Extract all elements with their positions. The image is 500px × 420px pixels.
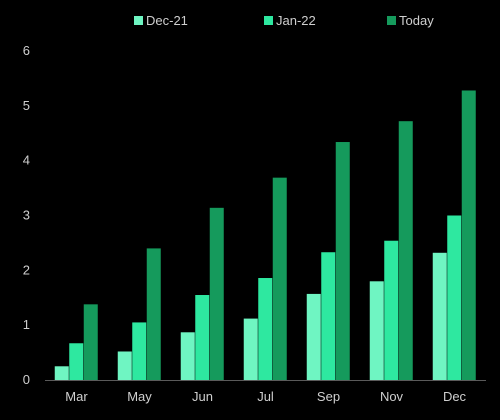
legend-swatch <box>134 16 143 25</box>
legend-label: Jan-22 <box>276 13 316 28</box>
legend-swatch <box>387 16 396 25</box>
y-tick-label: 6 <box>23 43 30 58</box>
bar-dec-21-mar <box>54 366 69 380</box>
bar-jan-22-jun <box>195 295 210 380</box>
y-axis: 0 1 2 3 4 5 6 <box>23 43 30 387</box>
bar-jan-22-nov <box>384 240 399 380</box>
y-tick-label: 4 <box>23 153 30 168</box>
x-axis: Mar May Jun Jul Sep Nov Dec <box>45 380 486 404</box>
y-tick-label: 3 <box>23 208 30 223</box>
bar-dec-21-dec <box>432 252 447 380</box>
bar-jan-22-dec <box>447 215 462 380</box>
bar-today-nov <box>398 121 413 380</box>
y-tick-label: 2 <box>23 262 30 277</box>
x-tick-label: May <box>127 389 152 404</box>
bar-dec-21-sep <box>306 293 321 380</box>
bar-today-mar <box>83 304 98 380</box>
bar-today-dec <box>461 90 476 380</box>
legend-label: Dec-21 <box>146 13 188 28</box>
y-tick-label: 0 <box>23 372 30 387</box>
bar-today-sep <box>335 142 350 380</box>
x-tick-label: Mar <box>65 389 88 404</box>
bar-today-jul <box>272 177 287 380</box>
x-tick-label: Nov <box>380 389 404 404</box>
bar-dec-21-jun <box>180 332 195 380</box>
x-tick-label: Dec <box>443 389 467 404</box>
x-tick-label: Jul <box>257 389 274 404</box>
legend-swatch <box>264 16 273 25</box>
bar-dec-21-may <box>117 351 132 380</box>
legend-label: Today <box>399 13 434 28</box>
y-tick-label: 5 <box>23 98 30 113</box>
bar-jan-22-sep <box>321 252 336 380</box>
bars <box>54 90 476 380</box>
bar-jan-22-jul <box>258 278 273 380</box>
bar-today-jun <box>209 207 224 380</box>
bar-dec-21-nov <box>369 281 384 380</box>
x-tick-label: Jun <box>192 389 213 404</box>
bar-dec-21-jul <box>243 318 258 380</box>
bar-jan-22-mar <box>69 343 84 380</box>
y-tick-label: 1 <box>23 317 30 332</box>
bar-today-may <box>146 248 161 380</box>
legend: Dec-21 Jan-22 Today <box>134 13 434 28</box>
bar-jan-22-may <box>132 322 147 380</box>
x-tick-label: Sep <box>317 389 340 404</box>
